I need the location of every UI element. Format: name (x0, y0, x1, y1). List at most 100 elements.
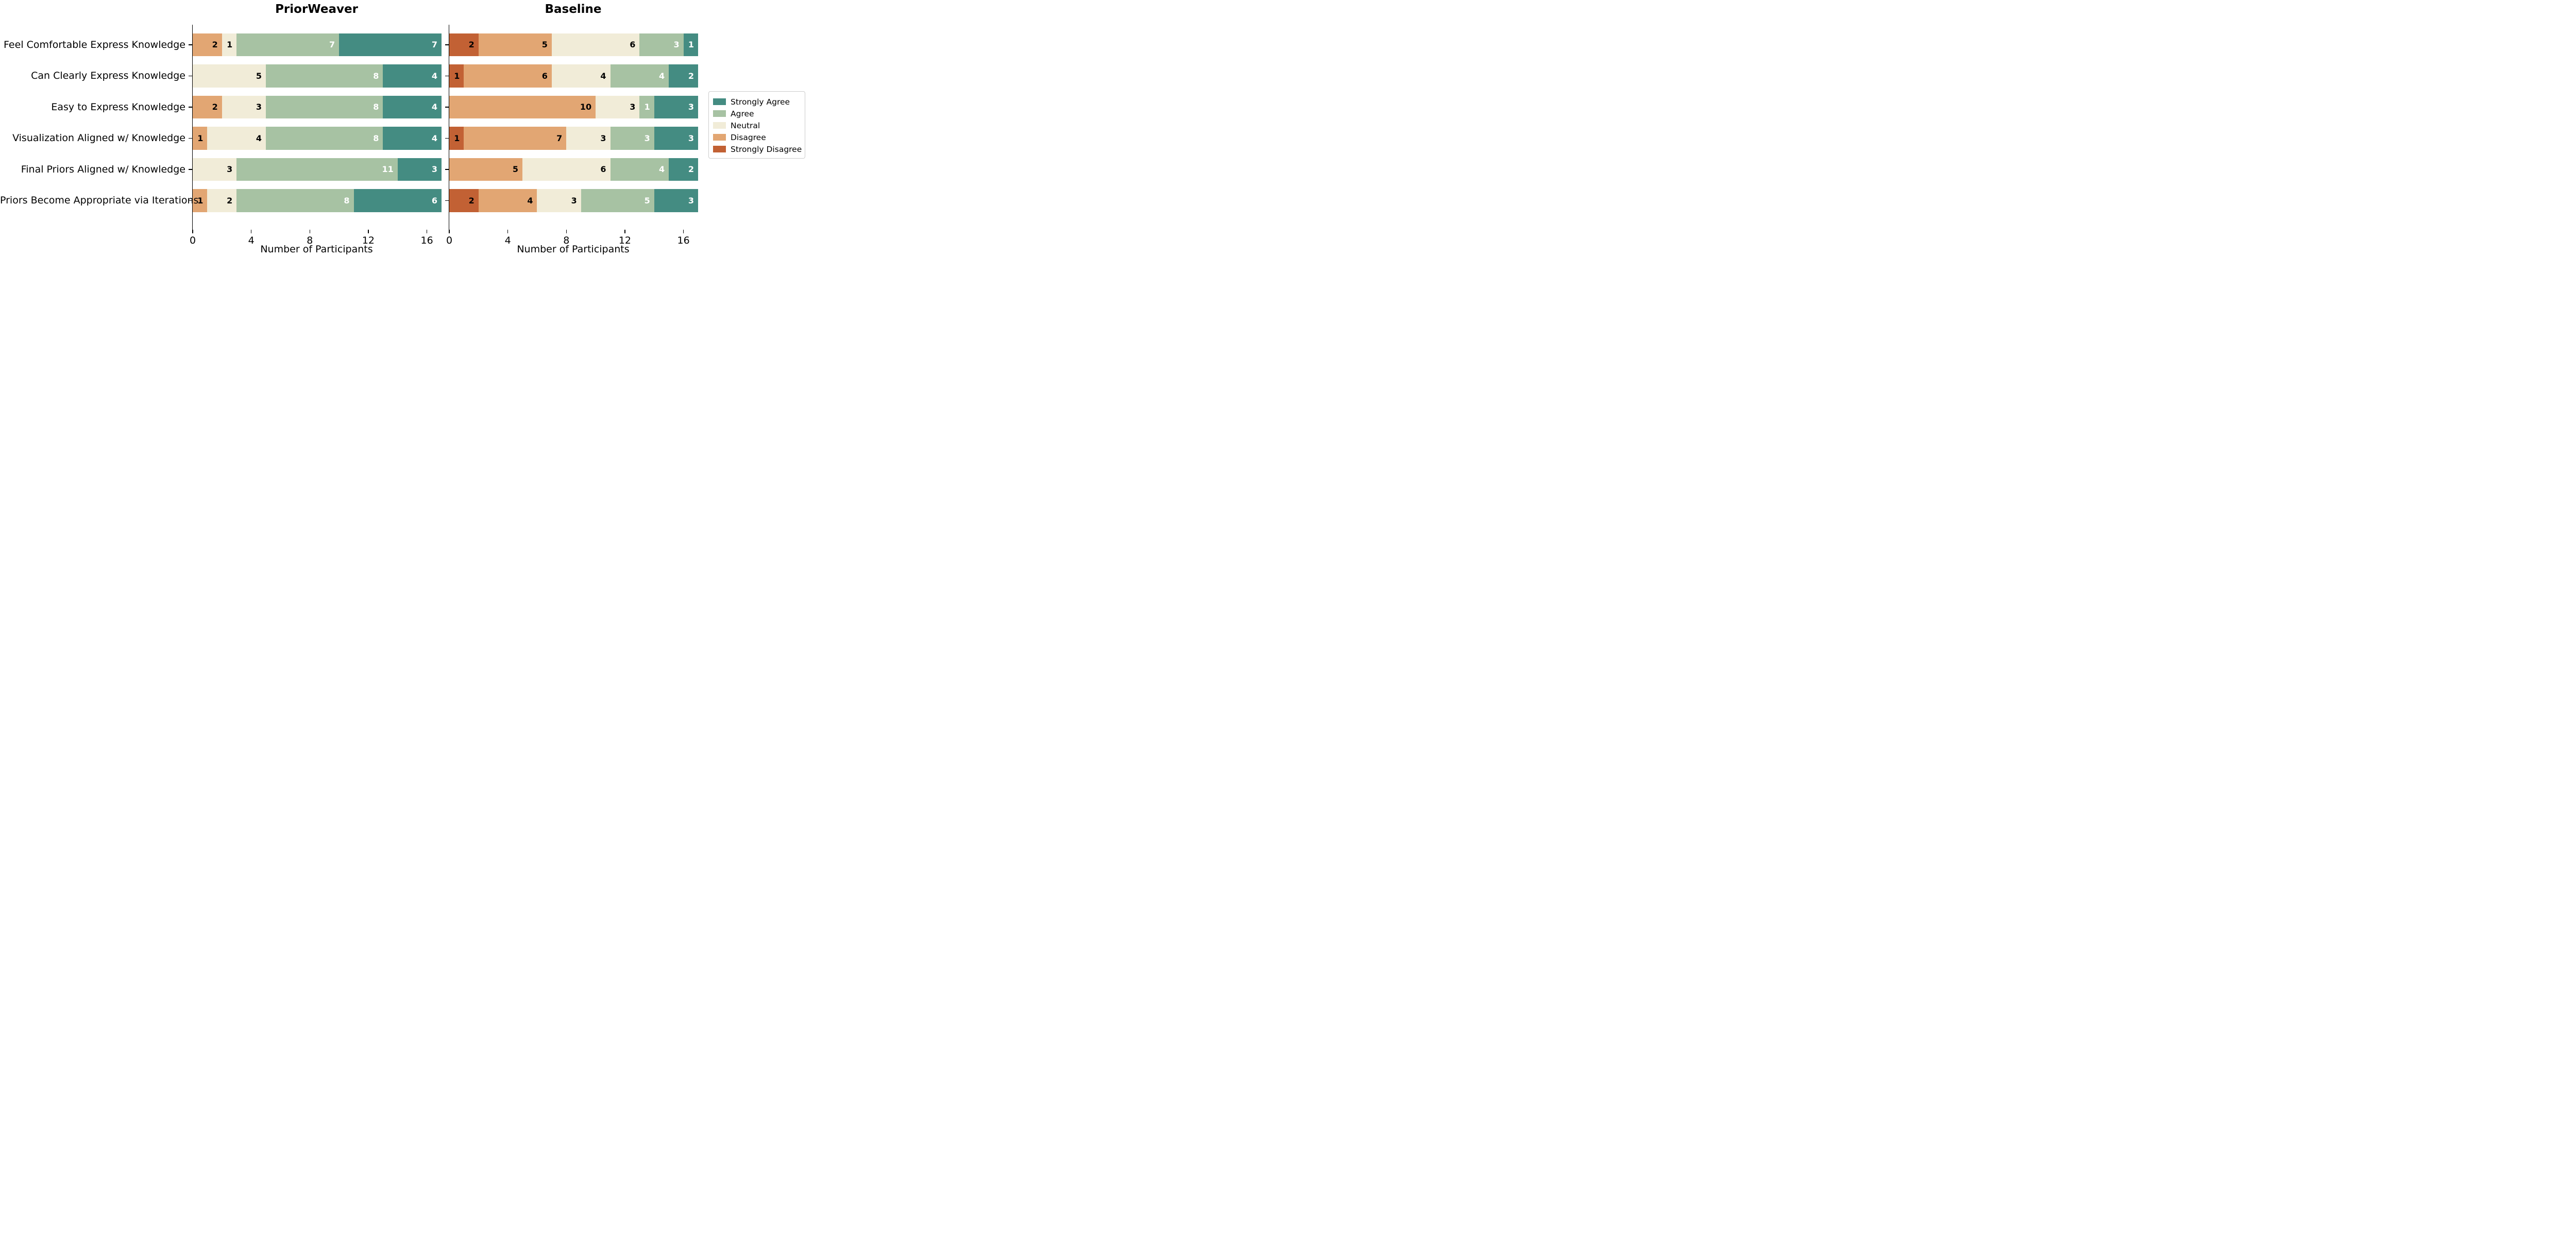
x-axis-label-priorweaver: Number of Participants (260, 244, 373, 255)
legend-swatch (713, 134, 726, 141)
bar-value-label: 2 (688, 164, 694, 175)
bar-value-label: 6 (630, 40, 636, 50)
y-tick-mark (188, 169, 192, 170)
bar-segment: 1 (193, 189, 208, 212)
bar-segment: 6 (464, 64, 552, 88)
bar-value-label: 5 (512, 164, 519, 175)
legend-label: Disagree (731, 132, 766, 142)
bar-value-label: 2 (227, 195, 233, 205)
legend-label: Neutral (731, 121, 760, 130)
bar-segment: 5 (193, 64, 266, 88)
y-tick-mark (188, 200, 192, 201)
bar-value-label: 4 (600, 71, 606, 81)
bar-row: 5 8 4 (193, 64, 442, 88)
legend-label: Strongly Disagree (731, 144, 802, 154)
x-tick-mark (426, 230, 428, 233)
bar-value-label: 10 (580, 102, 592, 112)
bar-value-label: 2 (468, 40, 474, 50)
x-tick-mark (683, 230, 684, 233)
bar-row: 3 11 3 (193, 158, 442, 181)
y-tick-mark (445, 75, 449, 77)
bar-segment: 3 (654, 127, 698, 150)
legend-item: Agree (713, 108, 805, 119)
bar-segment: 3 (654, 95, 698, 119)
bar-value-label: 1 (227, 40, 233, 50)
bar-value-label: 4 (256, 133, 262, 143)
x-tick-mark (624, 230, 625, 233)
bar-segment: 6 (353, 189, 442, 212)
legend: Strongly Agree Agree Neutral Disagree Strong… (708, 91, 805, 159)
bar-segment: 1 (683, 33, 698, 57)
bar-value-label: 6 (431, 195, 437, 205)
bar-value-label: 2 (688, 71, 694, 81)
bar-segment: 2 (207, 189, 237, 212)
x-tick-label: 16 (677, 235, 690, 246)
y-tick-mark (445, 138, 449, 139)
bar-value-label: 2 (468, 195, 474, 205)
bar-value-label: 7 (431, 40, 437, 50)
bar-segment: 4 (551, 64, 611, 88)
bar-value-label: 4 (659, 164, 665, 175)
x-tick-label: 4 (248, 235, 255, 246)
y-tick-mark (188, 138, 192, 139)
plot-area-baseline: 2 5 6 3 1 1 6 4 4 2 10 3 1 3 1 7 3 3 3 5 6 4 2 2 4 3 5 3 0 4 8 12 16 (445, 25, 698, 246)
x-tick-mark (507, 230, 509, 233)
bar-value-label: 1 (454, 133, 460, 143)
bar-segment: 7 (339, 33, 442, 57)
bar-segment: 7 (236, 33, 340, 57)
bar-segment: 6 (522, 158, 611, 181)
bar-value-label: 1 (644, 102, 650, 112)
bar-value-label: 7 (329, 40, 335, 50)
bar-segment: 3 (654, 189, 698, 212)
bar-value-label: 5 (541, 40, 548, 50)
bar-row: 2 3 8 4 (193, 95, 442, 119)
bar-segment: 1 (639, 95, 654, 119)
bar-value-label: 6 (600, 164, 606, 175)
bar-segment: 4 (610, 64, 669, 88)
bar-segment: 1 (449, 127, 464, 150)
bar-segment: 7 (464, 127, 567, 150)
bar-segment: 3 (610, 127, 654, 150)
x-tick-label: 12 (618, 235, 632, 246)
legend-item: Strongly Agree (713, 96, 805, 108)
legend-item: Neutral (713, 119, 805, 131)
legend-label: Strongly Agree (731, 97, 790, 107)
bar-value-label: 3 (688, 195, 694, 205)
bar-value-label: 1 (197, 133, 204, 143)
bar-segment: 4 (478, 189, 537, 212)
bar-value-label: 4 (527, 195, 533, 205)
bar-segment: 4 (383, 64, 442, 88)
bar-segment: 8 (266, 64, 383, 88)
bar-value-label: 4 (431, 102, 437, 112)
bar-segment: 3 (537, 189, 581, 212)
bar-value-label: 8 (373, 133, 379, 143)
category-label: Visualization Aligned w/ Knowledge (12, 132, 185, 144)
bar-value-label: 2 (212, 102, 218, 112)
bar-segment: 4 (207, 127, 266, 150)
bar-segment: 5 (581, 189, 654, 212)
bar-segment: 4 (383, 127, 442, 150)
y-tick-mark (445, 169, 449, 170)
bar-value-label: 5 (644, 195, 650, 205)
bar-value-label: 4 (659, 71, 665, 81)
bar-segment: 10 (449, 95, 596, 119)
bar-value-label: 7 (556, 133, 563, 143)
x-tick-label: 0 (189, 235, 196, 246)
bar-value-label: 4 (431, 133, 437, 143)
bar-row: 1 4 8 4 (193, 127, 442, 150)
y-tick-mark (188, 107, 192, 108)
bar-value-label: 11 (382, 164, 394, 175)
bar-segment: 2 (669, 64, 698, 88)
y-tick-mark (188, 75, 192, 77)
x-tick-label: 8 (563, 235, 570, 246)
bar-segment: 2 (449, 33, 479, 57)
bar-value-label: 3 (630, 102, 636, 112)
bar-value-label: 8 (373, 71, 379, 81)
category-label: Final Priors Aligned w/ Knowledge (21, 163, 185, 175)
x-tick-label: 4 (504, 235, 511, 246)
bar-row: 1 2 8 6 (193, 189, 442, 212)
x-axis-label-baseline: Number of Participants (517, 244, 630, 255)
x-tick-label: 12 (362, 235, 375, 246)
bar-value-label: 3 (600, 133, 606, 143)
bar-value-label: 3 (227, 164, 233, 175)
